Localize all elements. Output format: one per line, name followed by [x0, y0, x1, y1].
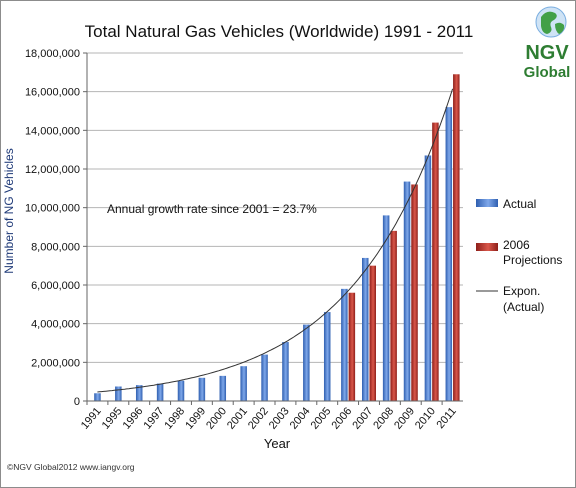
bar-projection-2008 — [390, 230, 397, 401]
y-tick-label: 4,000,000 — [31, 319, 80, 331]
logo-global-text: Global — [524, 64, 571, 81]
y-axis-ticks: 0 2,000,000 4,000,000 6,000,000 8,000,000 10,… — [25, 48, 87, 408]
x-tick-label-1997: 1997 — [141, 405, 166, 431]
legend-swatch-actual — [476, 199, 498, 207]
bar-projection-2007 — [369, 265, 376, 401]
bar-actual-2008 — [382, 215, 390, 401]
legend-label-projections-line2: Projections — [503, 253, 562, 267]
bar-actual-2011 — [445, 107, 453, 401]
bar-actual-2007 — [362, 257, 369, 401]
x-tick-label-1999: 1999 — [183, 405, 208, 431]
y-tick-label: 6,000,000 — [31, 280, 80, 292]
bar-actual-2001 — [240, 366, 247, 401]
bar-projection-2010 — [432, 122, 439, 401]
x-tick-label-1995: 1995 — [100, 405, 125, 431]
x-tick-label-2009: 2009 — [392, 405, 417, 431]
bar-actual-2009 — [403, 181, 411, 401]
bar-actual-2002 — [261, 354, 268, 401]
bar-actual-2010 — [424, 155, 432, 401]
y-tick-label: 18,000,000 — [25, 48, 80, 60]
bar-actual-1997 — [156, 383, 164, 401]
logo-ngv-text: NGV — [525, 42, 569, 64]
y-tick-label: 10,000,000 — [25, 203, 80, 215]
x-tick-label-2005: 2005 — [309, 405, 334, 431]
bar-actual-1999 — [198, 377, 206, 401]
x-tick-label-2008: 2008 — [371, 405, 396, 431]
x-tick-label-1991: 1991 — [79, 405, 104, 431]
legend-swatch-projections — [476, 243, 498, 251]
y-axis-title: Number of NG Vehicles — [2, 148, 16, 273]
legend-label-trend-line2: (Actual) — [503, 300, 544, 314]
bar-actual-2000 — [219, 375, 227, 401]
x-tick-label-1996: 1996 — [121, 405, 146, 431]
bar-actual-2003 — [282, 342, 289, 401]
x-tick-label-2007: 2007 — [350, 405, 375, 431]
footer-copyright: ©NGV Global2012 www.iangv.org — [7, 462, 135, 472]
y-tick-label: 0 — [74, 396, 80, 408]
x-tick-label-2004: 2004 — [288, 405, 313, 431]
x-tick-label-2002: 2002 — [246, 405, 271, 431]
trendline-expon-actual — [97, 88, 454, 393]
legend-label-actual: Actual — [503, 197, 536, 211]
bar-projection-2011 — [453, 74, 460, 402]
gridlines — [87, 52, 463, 363]
bar-actual-2006 — [341, 288, 348, 401]
x-tick-label-2011: 2011 — [434, 405, 458, 431]
bar-actual-2004 — [303, 324, 310, 401]
x-tick-label-2000: 2000 — [204, 405, 229, 431]
axes — [86, 53, 463, 402]
bar-actual-1991 — [94, 393, 101, 401]
x-tick-label-2003: 2003 — [267, 405, 292, 431]
x-axis-ticks: 1991199519961997199819992000200120022003… — [79, 401, 459, 432]
ngv-global-logo: NGV Global — [524, 6, 571, 81]
legend-label-projections-line1: 2006 — [503, 238, 530, 252]
y-tick-label: 14,000,000 — [25, 125, 80, 137]
x-tick-label-2006: 2006 — [329, 405, 354, 431]
x-axis-title: Year — [264, 436, 291, 451]
bar-actual-2005 — [323, 312, 331, 401]
chart-title: Total Natural Gas Vehicles (Worldwide) 1… — [85, 22, 474, 41]
bar-actual-1996 — [135, 385, 143, 401]
trendline — [97, 88, 454, 393]
y-tick-label: 2,000,000 — [31, 357, 80, 369]
bars — [94, 74, 460, 402]
x-tick-label-2001: 2001 — [225, 405, 250, 431]
globe-icon — [535, 6, 567, 38]
bar-actual-1998 — [177, 380, 185, 401]
growth-rate-annotation: Annual growth rate since 2001 = 23.7% — [107, 202, 317, 216]
y-tick-label: 8,000,000 — [31, 241, 80, 253]
x-tick-label-1998: 1998 — [162, 405, 187, 431]
bar-projection-2006 — [348, 292, 356, 401]
x-tick-label-2010: 2010 — [413, 405, 438, 431]
legend: Actual 2006 Projections Expon. (Actual) — [476, 197, 562, 314]
y-tick-label: 12,000,000 — [25, 164, 80, 176]
legend-label-trend-line1: Expon. — [503, 284, 540, 298]
bar-projection-2009 — [411, 184, 418, 401]
bar-actual-1995 — [115, 386, 122, 401]
y-tick-label: 16,000,000 — [25, 87, 80, 99]
